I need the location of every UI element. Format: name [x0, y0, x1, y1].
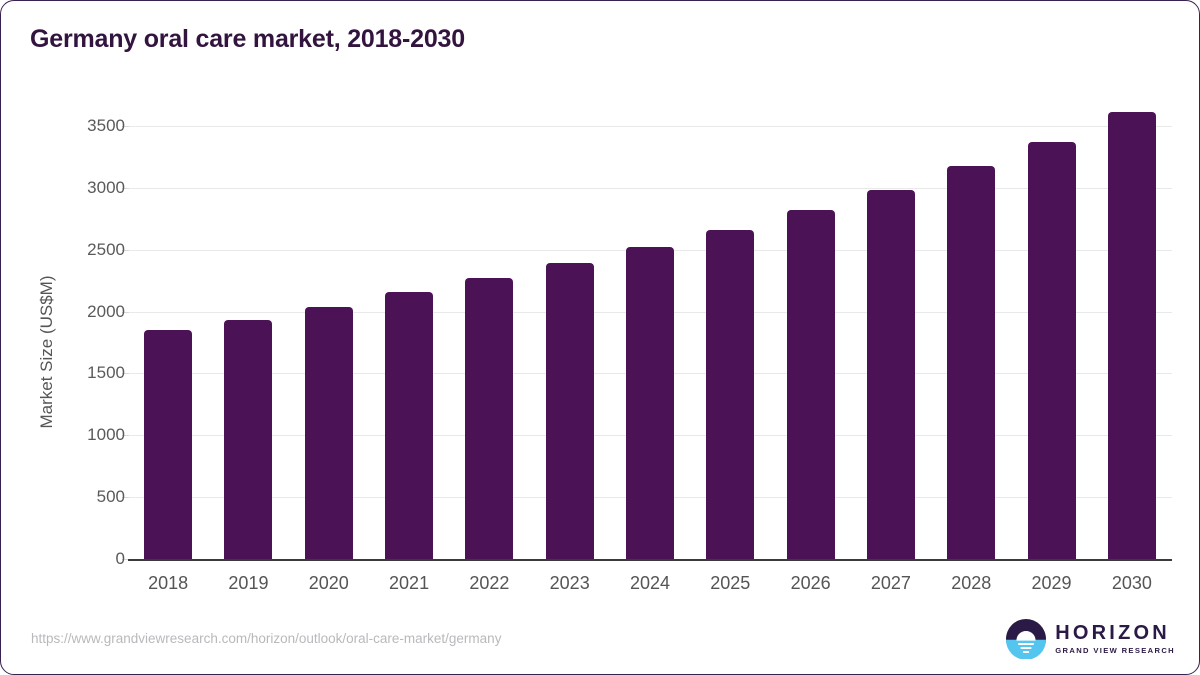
y-tick-label: 1500 — [87, 363, 125, 383]
bar[interactable] — [1107, 112, 1156, 559]
y-tick-mark — [122, 311, 129, 313]
y-tick-label: 2500 — [87, 239, 125, 259]
y-tick-label: 3500 — [87, 116, 125, 135]
y-tick-label: 1000 — [87, 425, 125, 445]
logo-subtitle: GRAND VIEW RESEARCH — [1055, 645, 1175, 655]
x-tick-label: 2024 — [629, 573, 671, 593]
horizon-logo[interactable]: HORIZON GRAND VIEW RESEARCH — [1006, 619, 1175, 659]
y-tick-mark — [122, 187, 129, 189]
bar[interactable] — [304, 306, 353, 559]
x-tick-label: 2025 — [710, 573, 751, 593]
y-tick-mark — [122, 249, 129, 251]
x-tick-label: 2023 — [549, 573, 590, 593]
x-tick-label: 2029 — [1031, 573, 1072, 593]
x-tick-label: 2020 — [308, 573, 349, 593]
y-tick-mark — [122, 497, 129, 499]
y-tick-mark — [122, 559, 129, 560]
y-tick-label: 500 — [96, 487, 125, 507]
horizon-sun-icon — [1006, 619, 1047, 659]
bar[interactable] — [224, 319, 273, 559]
x-tick-label: 2018 — [148, 573, 189, 593]
x-tick-label: 2019 — [228, 573, 269, 593]
bar[interactable] — [1027, 142, 1076, 559]
source-url[interactable]: https://www.grandviewresearch.com/horizo… — [31, 631, 502, 646]
x-tick-label: 2026 — [790, 573, 831, 593]
bar[interactable] — [465, 278, 514, 559]
page-title: Germany oral care market, 2018-2030 — [30, 25, 465, 53]
gridline — [128, 126, 1172, 127]
y-tick-mark — [122, 373, 129, 375]
bar[interactable] — [626, 247, 674, 559]
gridline — [128, 187, 1172, 189]
bar[interactable] — [786, 210, 835, 559]
logo-text: HORIZON GRAND VIEW RESEARCH — [1055, 621, 1175, 655]
bar[interactable] — [706, 229, 755, 559]
bar[interactable] — [866, 190, 915, 559]
x-axis-line — [128, 559, 1172, 561]
y-tick-label: 3000 — [87, 177, 125, 197]
y-tick-mark — [122, 126, 129, 127]
bar[interactable] — [545, 263, 594, 559]
y-tick-label: 2000 — [87, 301, 125, 321]
x-tick-label: 2022 — [469, 573, 510, 593]
x-tick-label: 2030 — [1111, 573, 1152, 593]
logo-wordmark: HORIZON — [1055, 621, 1170, 644]
x-tick-label: 2021 — [389, 573, 430, 593]
x-tick-label: 2028 — [951, 573, 992, 593]
bar[interactable] — [947, 166, 996, 559]
y-tick-mark — [122, 435, 129, 437]
bar[interactable] — [144, 329, 193, 559]
y-tick-label: 0 — [115, 549, 125, 568]
bar[interactable] — [385, 292, 434, 559]
x-tick-label: 2027 — [870, 573, 911, 593]
